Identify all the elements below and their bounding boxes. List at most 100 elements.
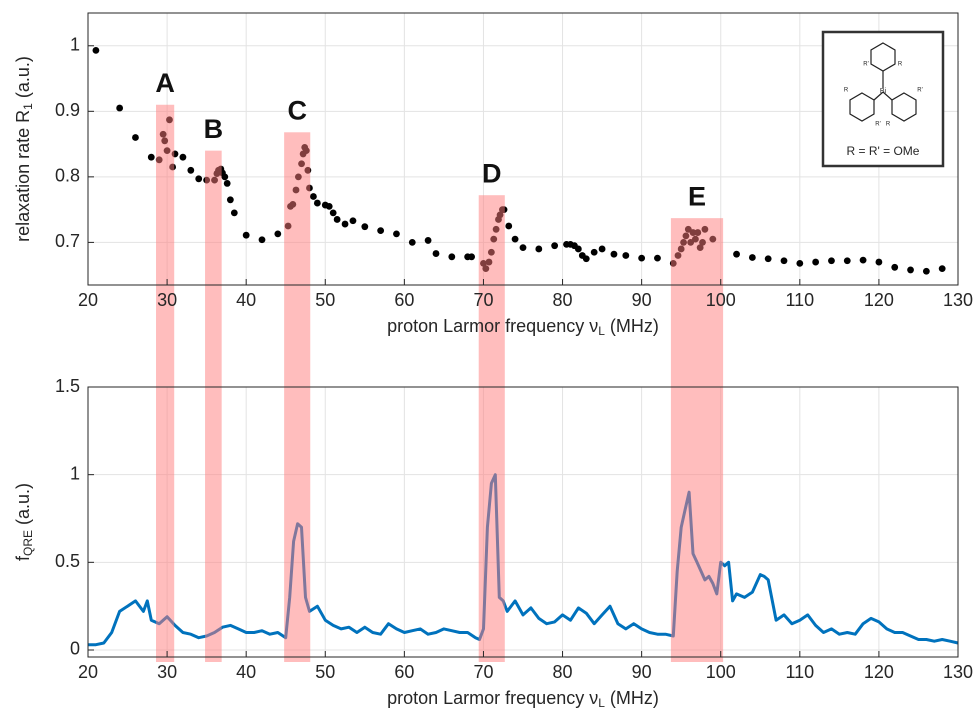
data-point: [598, 245, 606, 253]
x-axis-label-text: proton Larmor frequency ν: [387, 316, 598, 336]
y-tick-label: 0.7: [55, 231, 80, 251]
x-axis-label: proton Larmor frequency νL (MHz): [387, 688, 659, 710]
x-tick-label: 100: [706, 662, 736, 682]
x-tick-label: 60: [394, 662, 414, 682]
y-tick-label: 1: [70, 35, 80, 55]
x-tick-label: 60: [394, 290, 414, 310]
structure-inset: R = R' = OMe Bi R' R R R' R' R: [821, 30, 945, 168]
data-point: [938, 265, 946, 273]
inset-center-atom: Bi: [880, 88, 887, 95]
x-axis-label-sub: L: [598, 696, 605, 710]
x-tick-label: 130: [943, 290, 973, 310]
data-point: [341, 220, 349, 228]
band-label: A: [155, 68, 175, 98]
data-point: [780, 257, 788, 265]
data-point: [622, 252, 630, 259]
y-axis-label-text: f: [13, 555, 33, 561]
inset-substituent: R': [917, 88, 922, 94]
data-point: [147, 153, 155, 161]
data-point: [349, 217, 357, 225]
data-point: [590, 248, 598, 256]
x-axis-label-suffix: (MHz): [605, 316, 659, 336]
x-tick-label: 110: [785, 290, 814, 310]
y-axis-label-sub: QRE: [21, 530, 35, 556]
bands-layer: [156, 104, 724, 663]
inset-frame: [821, 30, 945, 168]
data-point: [505, 222, 513, 230]
data-point: [116, 104, 124, 112]
highlight-band: [284, 132, 311, 662]
data-point: [333, 216, 341, 223]
x-tick-label: 90: [632, 662, 652, 682]
highlight-band: [670, 218, 724, 663]
x-tick-label: 120: [864, 662, 894, 682]
data-point: [551, 242, 559, 250]
data-point: [187, 166, 195, 174]
x-tick-label: 20: [78, 290, 98, 310]
x-tick-label: 40: [236, 662, 256, 682]
data-point: [812, 258, 820, 266]
inset-caption: R = R' = OMe: [847, 144, 920, 158]
data-point: [258, 236, 266, 244]
data-point: [859, 256, 867, 264]
x-tick-label: 100: [706, 290, 736, 310]
x-tick-label: 50: [315, 662, 335, 682]
highlight-band: [205, 150, 222, 662]
data-point: [310, 193, 317, 200]
data-point: [875, 258, 883, 266]
data-point: [468, 253, 475, 261]
inset-substituent: R: [886, 122, 891, 128]
data-point: [764, 255, 772, 263]
data-point: [393, 230, 400, 238]
data-point: [274, 230, 282, 238]
plot-area: [88, 13, 958, 285]
inset-substituent: R': [875, 122, 880, 128]
x-tick-label: 40: [236, 290, 256, 310]
x-tick-label: 20: [78, 662, 98, 682]
data-point: [638, 254, 646, 262]
x-tick-label: 70: [473, 290, 493, 310]
y-tick-label: 0: [70, 639, 80, 659]
data-point: [891, 263, 899, 271]
data-point: [654, 254, 661, 262]
x-tick-label: 50: [315, 290, 335, 310]
data-point: [226, 196, 234, 204]
data-point: [313, 199, 321, 207]
y-axis-label-suffix: (a.u.): [13, 483, 33, 530]
band-label: C: [287, 95, 307, 125]
data-point: [329, 209, 337, 217]
data-point: [92, 46, 100, 54]
y-axis-label: relaxation rate R1 (a.u.): [13, 56, 35, 242]
y-axis-label-sub: 1: [21, 103, 35, 110]
x-axis-label: proton Larmor frequency νL (MHz): [387, 316, 659, 338]
x-tick-label: 120: [864, 290, 894, 310]
data-point: [221, 173, 229, 181]
inset-substituent: R: [844, 88, 849, 94]
data-point: [132, 134, 139, 141]
x-axis-label-text: proton Larmor frequency ν: [387, 688, 598, 708]
data-point: [748, 254, 756, 261]
data-point: [796, 259, 804, 267]
data-point: [325, 202, 333, 210]
band-label: D: [482, 158, 502, 188]
data-point: [408, 238, 416, 246]
axes-box: [87, 386, 959, 658]
data-line: [88, 473, 959, 647]
data-point: [733, 250, 740, 258]
x-tick-label: 30: [157, 290, 177, 310]
data-point: [582, 255, 590, 263]
data-point: [179, 153, 187, 161]
data-point: [424, 237, 432, 244]
data-point: [230, 209, 238, 217]
data-point: [610, 250, 618, 258]
y-axis-label-text: relaxation rate R: [13, 110, 33, 242]
x-axis-label-suffix: (MHz): [605, 688, 659, 708]
data-point: [432, 250, 440, 257]
data-point: [535, 245, 543, 253]
data-point: [843, 257, 851, 265]
data-point: [574, 245, 582, 253]
data-point: [448, 253, 456, 261]
data-point: [511, 235, 519, 243]
highlight-band: [478, 195, 505, 663]
